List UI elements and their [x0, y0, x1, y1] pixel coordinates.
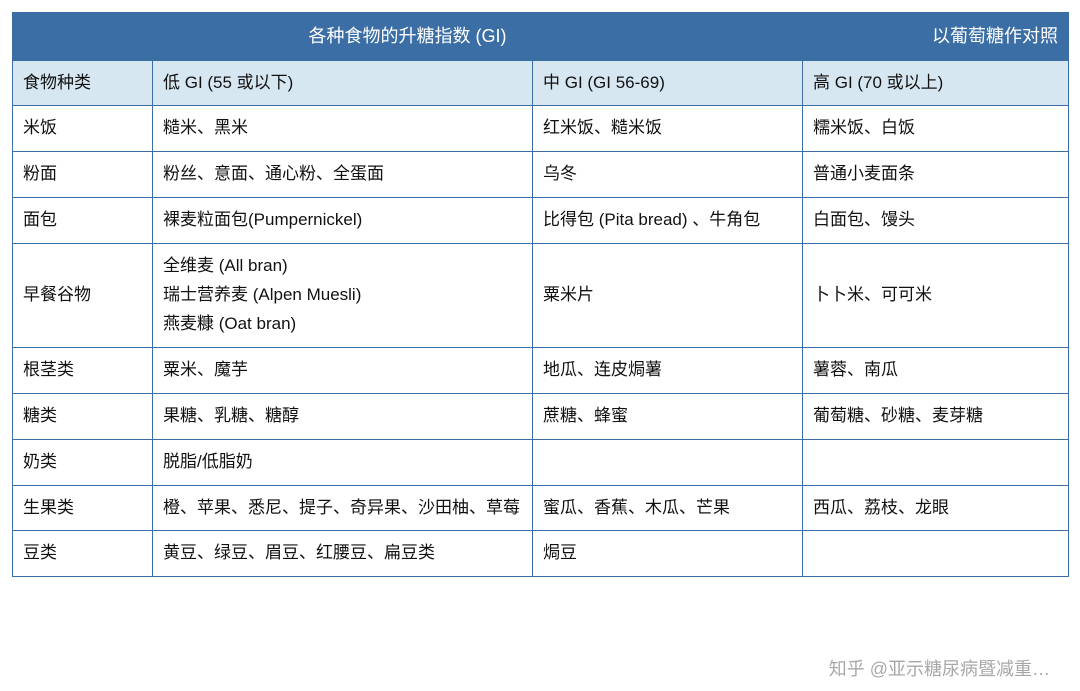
cell-category: 生果类: [13, 485, 153, 531]
cell-mid: 比得包 (Pita bread) 、牛角包: [533, 198, 803, 244]
cell-category: 根茎类: [13, 347, 153, 393]
table-row: 面包 裸麦粒面包(Pumpernickel) 比得包 (Pita bread) …: [13, 198, 1069, 244]
cell-category: 早餐谷物: [13, 244, 153, 348]
cell-low: 果糖、乳糖、糖醇: [153, 393, 533, 439]
cell-low: 黄豆、绿豆、眉豆、红腰豆、扁豆类: [153, 531, 533, 577]
cell-mid: 蔗糖、蜂蜜: [533, 393, 803, 439]
cell-category: 面包: [13, 198, 153, 244]
cell-high: 西瓜、荔枝、龙眼: [803, 485, 1069, 531]
cell-high: 白面包、馒头: [803, 198, 1069, 244]
col-header-mid-gi: 中 GI (GI 56-69): [533, 60, 803, 106]
cell-low: 糙米、黑米: [153, 106, 533, 152]
cell-low: 全维麦 (All bran)瑞士营养麦 (Alpen Muesli)燕麦糠 (O…: [153, 244, 533, 348]
table-row: 米饭 糙米、黑米 红米饭、糙米饭 糯米饭、白饭: [13, 106, 1069, 152]
table-row: 糖类 果糖、乳糖、糖醇 蔗糖、蜂蜜 葡萄糖、砂糖、麦芽糖: [13, 393, 1069, 439]
table-title-sub: 以葡萄糖作对照: [803, 13, 1069, 61]
cell-high: [803, 439, 1069, 485]
watermark-text: 知乎 @亚示糖尿病暨减重…: [829, 655, 1050, 681]
cell-mid: [533, 439, 803, 485]
cell-mid: 红米饭、糙米饭: [533, 106, 803, 152]
cell-high: 普通小麦面条: [803, 152, 1069, 198]
cell-mid: 粟米片: [533, 244, 803, 348]
cell-category: 米饭: [13, 106, 153, 152]
cell-category: 粉面: [13, 152, 153, 198]
cell-low: 裸麦粒面包(Pumpernickel): [153, 198, 533, 244]
cell-mid: 蜜瓜、香蕉、木瓜、芒果: [533, 485, 803, 531]
cell-category: 糖类: [13, 393, 153, 439]
cell-category: 豆类: [13, 531, 153, 577]
cell-low: 粉丝、意面、通心粉、全蛋面: [153, 152, 533, 198]
table-row: 豆类 黄豆、绿豆、眉豆、红腰豆、扁豆类 焗豆: [13, 531, 1069, 577]
cell-mid: 地瓜、连皮焗薯: [533, 347, 803, 393]
cell-low: 脱脂/低脂奶: [153, 439, 533, 485]
table-title-main: 各种食物的升糖指数 (GI): [13, 13, 803, 61]
gi-food-table: 各种食物的升糖指数 (GI) 以葡萄糖作对照 食物种类 低 GI (55 或以下…: [12, 12, 1069, 577]
cell-high: 卜卜米、可可米: [803, 244, 1069, 348]
table-body: 米饭 糙米、黑米 红米饭、糙米饭 糯米饭、白饭 粉面 粉丝、意面、通心粉、全蛋面…: [13, 106, 1069, 577]
col-header-category: 食物种类: [13, 60, 153, 106]
table-row: 根茎类 粟米、魔芋 地瓜、连皮焗薯 薯蓉、南瓜: [13, 347, 1069, 393]
table-row: 粉面 粉丝、意面、通心粉、全蛋面 乌冬 普通小麦面条: [13, 152, 1069, 198]
cell-high: 糯米饭、白饭: [803, 106, 1069, 152]
table-row: 奶类 脱脂/低脂奶: [13, 439, 1069, 485]
cell-high: 薯蓉、南瓜: [803, 347, 1069, 393]
cell-category: 奶类: [13, 439, 153, 485]
table-title-row: 各种食物的升糖指数 (GI) 以葡萄糖作对照: [13, 13, 1069, 61]
cell-low: 粟米、魔芋: [153, 347, 533, 393]
cell-mid: 焗豆: [533, 531, 803, 577]
cell-high: [803, 531, 1069, 577]
table-header-row: 食物种类 低 GI (55 或以下) 中 GI (GI 56-69) 高 GI …: [13, 60, 1069, 106]
cell-mid: 乌冬: [533, 152, 803, 198]
cell-low: 橙、苹果、悉尼、提子、奇异果、沙田柚、草莓: [153, 485, 533, 531]
col-header-low-gi: 低 GI (55 或以下): [153, 60, 533, 106]
col-header-high-gi: 高 GI (70 或以上): [803, 60, 1069, 106]
table-row: 早餐谷物 全维麦 (All bran)瑞士营养麦 (Alpen Muesli)燕…: [13, 244, 1069, 348]
table-row: 生果类 橙、苹果、悉尼、提子、奇异果、沙田柚、草莓 蜜瓜、香蕉、木瓜、芒果 西瓜…: [13, 485, 1069, 531]
cell-high: 葡萄糖、砂糖、麦芽糖: [803, 393, 1069, 439]
